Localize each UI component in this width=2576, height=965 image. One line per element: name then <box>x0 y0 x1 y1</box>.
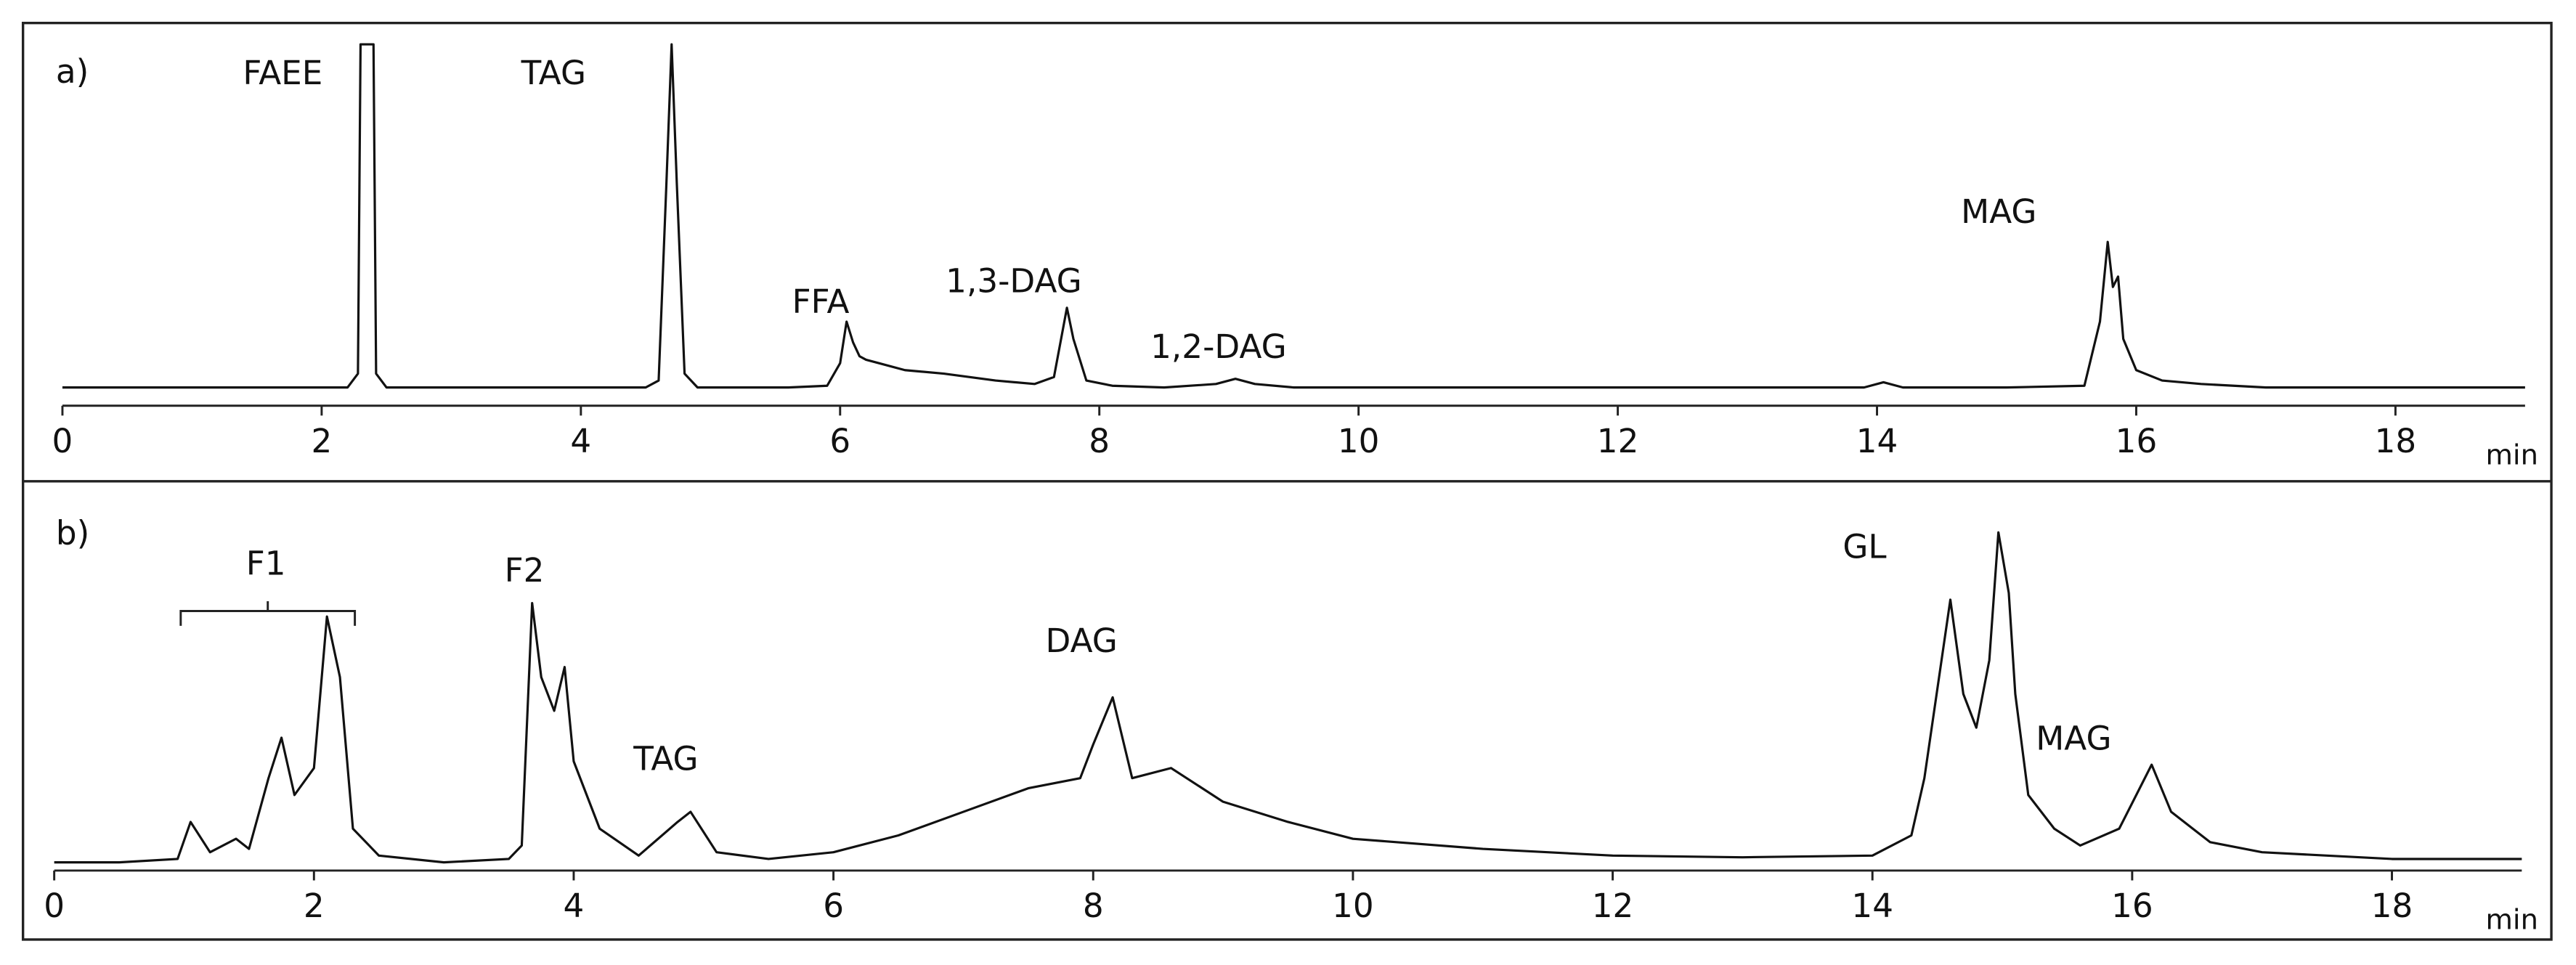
x-tick-label: 16 <box>2116 422 2158 460</box>
x-axis-unit: min <box>2485 439 2538 471</box>
x-tick-label: 8 <box>1083 887 1104 925</box>
x-tick-label: 16 <box>2111 887 2153 925</box>
x-tick-label: 14 <box>1851 887 1893 925</box>
panel-label: b) <box>56 513 89 552</box>
peak-label: FAEE <box>243 54 322 92</box>
peak-label: F2 <box>505 551 545 590</box>
f1-bracket <box>179 600 357 626</box>
chromatogram-trace <box>54 531 2522 864</box>
x-tick-label: 10 <box>1338 422 1380 460</box>
peak-label: F1 <box>246 545 286 583</box>
chromatogram-trace <box>62 43 2525 389</box>
peak-label: 1,2-DAG <box>1150 327 1286 366</box>
peak-label: MAG <box>2036 720 2111 758</box>
panel-label: a) <box>56 52 89 91</box>
peak-label: GL <box>1842 527 1886 566</box>
x-tick-label: 0 <box>52 422 73 460</box>
x-tick-label: 10 <box>1332 887 1374 925</box>
x-tick-label: 18 <box>2375 422 2417 460</box>
peak-label: 1,3-DAG <box>946 261 1081 300</box>
x-tick-label: 2 <box>304 887 325 925</box>
x-tick-label: 8 <box>1089 422 1110 460</box>
x-tick-label: 6 <box>823 887 844 925</box>
peak-label: DAG <box>1046 622 1118 660</box>
x-tick-label: 14 <box>1856 422 1898 460</box>
x-tick-label: 12 <box>1592 887 1634 925</box>
peak-label: FFA <box>792 282 850 321</box>
x-axis-unit: min <box>2485 904 2538 937</box>
x-tick-label: 18 <box>2371 887 2413 925</box>
x-tick-label: 4 <box>570 422 591 460</box>
peak-label: MAG <box>1961 192 2036 231</box>
peak-label: TAG <box>521 54 586 92</box>
x-tick-label: 2 <box>312 422 333 460</box>
x-tick-label: 0 <box>44 887 65 925</box>
x-tick-label: 4 <box>564 887 585 925</box>
peak-label: TAG <box>633 739 698 778</box>
x-tick-label: 12 <box>1597 422 1639 460</box>
x-tick-label: 6 <box>829 422 850 460</box>
